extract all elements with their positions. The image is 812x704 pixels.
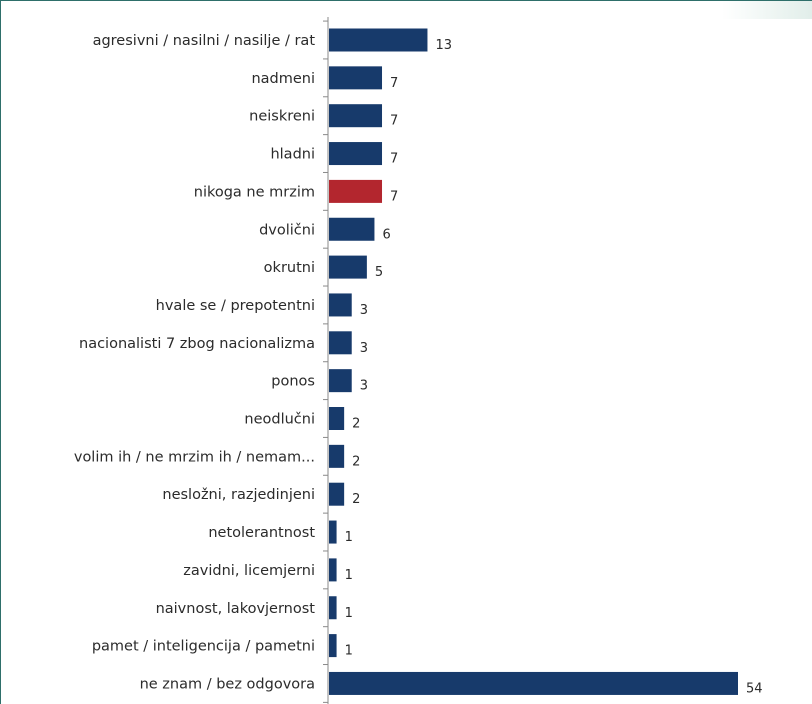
value-label: 54 [746,681,763,696]
category-label: netolerantnost [208,525,315,541]
category-label: ne znam / bez odgovora [140,676,315,692]
category-label: okrutni [264,260,315,276]
category-label: agresivni / nasilni / nasilje / rat [93,33,316,49]
bar [329,596,337,620]
category-label: neiskreni [249,109,315,125]
category-label: hladni [270,147,315,163]
bar [329,255,367,279]
category-label: naivnost, lakovjernost [156,601,316,617]
bar [329,482,345,506]
bar [329,104,383,128]
bar [329,179,383,203]
value-label: 2 [352,454,360,469]
value-label: 1 [345,606,353,621]
category-label: volim ih / ne mrzim ih / nemam... [74,449,315,465]
category-labels-group: agresivni / nasilni / nasilje / rat nadme… [74,33,315,692]
value-label: 2 [352,492,360,507]
bar [329,634,337,658]
value-label: 6 [382,227,390,242]
category-label: nikoga ne mrzim [194,184,315,200]
category-label: hvale se / prepotentni [156,298,315,314]
value-label: 3 [360,303,368,318]
value-label: 13 [435,38,452,53]
value-label: 5 [375,265,383,280]
value-label: 7 [390,189,398,204]
bars-group [329,28,738,695]
category-label: nacionalisti 7 zbog nacionalizma [79,336,315,352]
bar [329,671,738,695]
value-label: 7 [390,114,398,129]
bar [329,331,352,355]
bar [329,142,383,166]
value-label: 3 [360,379,368,394]
value-label: 3 [360,341,368,356]
y-axis [323,17,329,704]
value-label: 2 [352,417,360,432]
category-label: neodlučni [244,412,315,428]
category-label: pamet / inteligencija / pametni [92,639,315,655]
bar [329,66,383,90]
value-label: 7 [390,76,398,91]
value-label: 7 [390,152,398,167]
category-label: ponos [271,374,315,390]
value-label: 1 [345,644,353,659]
bar [329,520,337,544]
bar [329,558,337,582]
bar [329,217,375,241]
bar [329,369,352,393]
value-labels-group: 13 7 7 7 7 6 5 3 3 3 2 2 2 1 1 1 1 54 [345,38,763,696]
category-label: nadmeni [251,71,315,87]
category-label: dvolični [259,222,315,238]
bar [329,407,345,430]
bar [329,444,345,468]
value-label: 1 [345,568,353,583]
bar [329,28,428,52]
category-label: nesložni, razjedinjeni [162,487,315,503]
category-label: zavidni, licemjerni [183,563,315,579]
bar [329,293,352,317]
corner-decoration [722,1,812,19]
value-label: 1 [345,530,353,545]
